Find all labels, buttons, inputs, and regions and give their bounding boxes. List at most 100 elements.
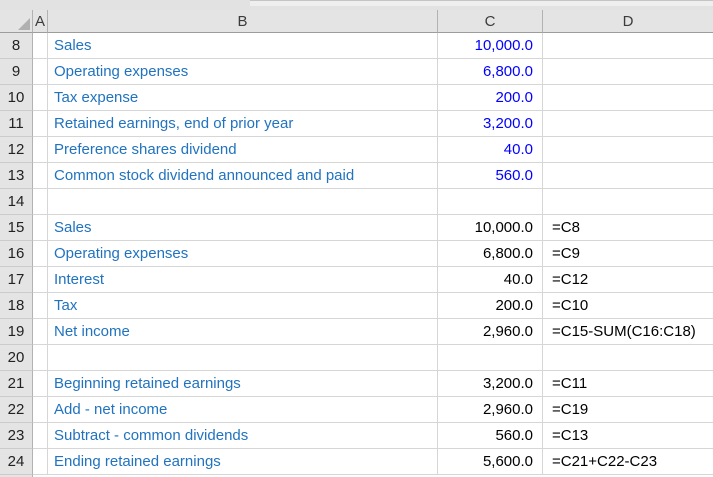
column-header-B[interactable]: B: [48, 10, 438, 33]
cell-D24[interactable]: =C21+C22-C23: [543, 449, 713, 475]
table-row: 10 Tax expense 200.0: [0, 85, 713, 111]
row-header-14[interactable]: 14: [0, 189, 33, 215]
cell-D23[interactable]: =C13: [543, 423, 713, 449]
row-header-19[interactable]: 19: [0, 319, 33, 345]
row-header-16[interactable]: 16: [0, 241, 33, 267]
cell-A8[interactable]: [33, 33, 48, 59]
row-header-12[interactable]: 12: [0, 137, 33, 163]
cell-D9[interactable]: [543, 59, 713, 85]
cell-A10[interactable]: [33, 85, 48, 111]
cell-C23[interactable]: 560.0: [438, 423, 543, 449]
table-row: 16 Operating expenses 6,800.0 =C9: [0, 241, 713, 267]
cell-D12[interactable]: [543, 137, 713, 163]
select-all-corner[interactable]: [0, 10, 33, 33]
row-header-17[interactable]: 17: [0, 267, 33, 293]
table-row: 18 Tax 200.0 =C10: [0, 293, 713, 319]
table-row: 20: [0, 345, 713, 371]
cell-B16[interactable]: Operating expenses: [48, 241, 438, 267]
cell-A22[interactable]: [33, 397, 48, 423]
cell-D10[interactable]: [543, 85, 713, 111]
cell-B21[interactable]: Beginning retained earnings: [48, 371, 438, 397]
cell-D8[interactable]: [543, 33, 713, 59]
cell-D18[interactable]: =C10: [543, 293, 713, 319]
partial-row-cells: [33, 475, 713, 477]
row-header-9[interactable]: 9: [0, 59, 33, 85]
row-header-15[interactable]: 15: [0, 215, 33, 241]
row-header-13[interactable]: 13: [0, 163, 33, 189]
row-header-10[interactable]: 10: [0, 85, 33, 111]
cell-B18[interactable]: Tax: [48, 293, 438, 319]
cell-B22[interactable]: Add - net income: [48, 397, 438, 423]
row-header-21[interactable]: 21: [0, 371, 33, 397]
row-header-8[interactable]: 8: [0, 33, 33, 59]
cell-A17[interactable]: [33, 267, 48, 293]
cell-C21[interactable]: 3,200.0: [438, 371, 543, 397]
cell-A18[interactable]: [33, 293, 48, 319]
cell-D22[interactable]: =C19: [543, 397, 713, 423]
cell-C13[interactable]: 560.0: [438, 163, 543, 189]
cell-B24[interactable]: Ending retained earnings: [48, 449, 438, 475]
cell-D16[interactable]: =C9: [543, 241, 713, 267]
column-header-D[interactable]: D: [543, 10, 713, 33]
cell-A11[interactable]: [33, 111, 48, 137]
cell-A14[interactable]: [33, 189, 48, 215]
cell-C9[interactable]: 6,800.0: [438, 59, 543, 85]
table-row: 17 Interest 40.0 =C12: [0, 267, 713, 293]
column-header-A[interactable]: A: [33, 10, 48, 33]
cell-A12[interactable]: [33, 137, 48, 163]
cell-C17[interactable]: 40.0: [438, 267, 543, 293]
cell-D17[interactable]: =C12: [543, 267, 713, 293]
row-header-18[interactable]: 18: [0, 293, 33, 319]
cell-A9[interactable]: [33, 59, 48, 85]
row-header-11[interactable]: 11: [0, 111, 33, 137]
cell-C11[interactable]: 3,200.0: [438, 111, 543, 137]
cell-B11[interactable]: Retained earnings, end of prior year: [48, 111, 438, 137]
top-chrome: [0, 0, 713, 10]
cell-C20[interactable]: [438, 345, 543, 371]
table-row: 11 Retained earnings, end of prior year 3,…: [0, 111, 713, 137]
cell-A23[interactable]: [33, 423, 48, 449]
cell-D15[interactable]: =C8: [543, 215, 713, 241]
cell-A13[interactable]: [33, 163, 48, 189]
cell-C16[interactable]: 6,800.0: [438, 241, 543, 267]
cell-B9[interactable]: Operating expenses: [48, 59, 438, 85]
cell-C22[interactable]: 2,960.0: [438, 397, 543, 423]
cell-B23[interactable]: Subtract - common dividends: [48, 423, 438, 449]
cell-A20[interactable]: [33, 345, 48, 371]
cell-D11[interactable]: [543, 111, 713, 137]
cell-B19[interactable]: Net income: [48, 319, 438, 345]
table-row: 13 Common stock dividend announced and pa…: [0, 163, 713, 189]
cell-C24[interactable]: 5,600.0: [438, 449, 543, 475]
cell-B15[interactable]: Sales: [48, 215, 438, 241]
cell-A16[interactable]: [33, 241, 48, 267]
row-header-24[interactable]: 24: [0, 449, 33, 475]
cell-C8[interactable]: 10,000.0: [438, 33, 543, 59]
row-header-23[interactable]: 23: [0, 423, 33, 449]
cell-B20[interactable]: [48, 345, 438, 371]
cell-A19[interactable]: [33, 319, 48, 345]
cell-A21[interactable]: [33, 371, 48, 397]
cell-D21[interactable]: =C11: [543, 371, 713, 397]
cell-D13[interactable]: [543, 163, 713, 189]
cell-D19[interactable]: =C15-SUM(C16:C18): [543, 319, 713, 345]
cell-A15[interactable]: [33, 215, 48, 241]
row-header-22[interactable]: 22: [0, 397, 33, 423]
cell-C15[interactable]: 10,000.0: [438, 215, 543, 241]
table-row: 14: [0, 189, 713, 215]
row-header-20[interactable]: 20: [0, 345, 33, 371]
cell-B12[interactable]: Preference shares dividend: [48, 137, 438, 163]
cell-C18[interactable]: 200.0: [438, 293, 543, 319]
cell-C14[interactable]: [438, 189, 543, 215]
cell-B13[interactable]: Common stock dividend announced and paid: [48, 163, 438, 189]
cell-A24[interactable]: [33, 449, 48, 475]
cell-B17[interactable]: Interest: [48, 267, 438, 293]
cell-C19[interactable]: 2,960.0: [438, 319, 543, 345]
cell-D20[interactable]: [543, 345, 713, 371]
cell-C12[interactable]: 40.0: [438, 137, 543, 163]
cell-B14[interactable]: [48, 189, 438, 215]
cell-D14[interactable]: [543, 189, 713, 215]
cell-B10[interactable]: Tax expense: [48, 85, 438, 111]
cell-C10[interactable]: 200.0: [438, 85, 543, 111]
cell-B8[interactable]: Sales: [48, 33, 438, 59]
column-header-C[interactable]: C: [438, 10, 543, 33]
